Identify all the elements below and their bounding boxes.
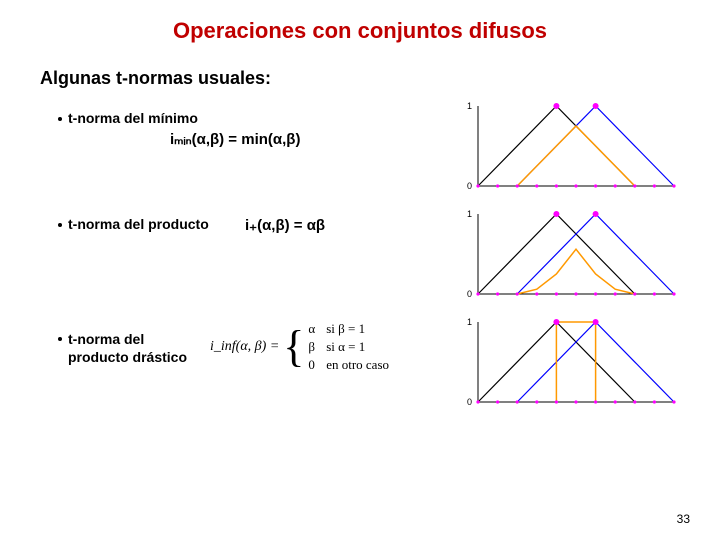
bullet-3-line1: t-norma del [68,331,144,347]
svg-text:1: 1 [467,101,472,111]
chart-minimo: 01 [460,100,680,200]
bullet-2: t-norma del producto [58,216,209,232]
pw-r1b: si β = 1 [325,320,390,338]
slide-subtitle: Algunas t-normas usuales: [40,68,271,89]
piecewise-formula: i_inf(α, β) = { α si β = 1 β si α = 1 0 … [210,320,440,374]
pw-r3a: 0 [308,356,325,374]
bullet-1: t-norma del mínimo [58,110,198,126]
brace-icon: { [283,327,304,367]
formula-2: i₊(α,β) = αβ [245,216,325,234]
pw-r1a: α [308,320,325,338]
chart-producto: 01 [460,208,680,308]
svg-text:1: 1 [467,317,472,327]
bullet-3: t-norma del producto drástico [58,330,187,366]
bullet-dot-icon [58,117,62,121]
bullet-1-text: t-norma del mínimo [68,110,198,126]
bullet-3-line2: producto drástico [68,349,187,365]
svg-text:0: 0 [467,181,472,191]
svg-text:1: 1 [467,209,472,219]
piecewise-lhs: i_inf(α, β) = [210,339,279,355]
bullet-dot-icon [58,337,62,341]
bullet-dot-icon [58,223,62,227]
bullet-2-text: t-norma del producto [68,216,209,232]
slide-title: Operaciones con conjuntos difusos [0,18,720,44]
pw-r3b: en otro caso [325,356,390,374]
svg-text:0: 0 [467,289,472,299]
svg-text:0: 0 [467,397,472,407]
page-number: 33 [677,512,690,526]
pw-r2a: β [308,338,325,356]
formula-1: iₘᵢₙ(α,β) = min(α,β) [170,130,300,148]
chart-drastico: 01 [460,316,680,416]
bullet-3-text: t-norma del producto drástico [68,330,187,366]
pw-r2b: si α = 1 [325,338,390,356]
